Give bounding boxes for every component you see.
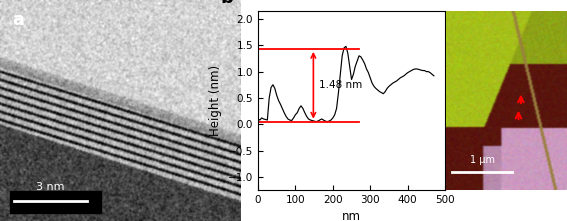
Y-axis label: Height (nm): Height (nm): [209, 65, 222, 136]
Bar: [10, 191, 101, 213]
Text: 1 μm: 1 μm: [469, 155, 494, 165]
Text: a: a: [12, 11, 24, 29]
Text: b: b: [221, 0, 234, 8]
X-axis label: nm: nm: [342, 210, 361, 221]
Text: 1.48 nm: 1.48 nm: [319, 80, 362, 90]
Text: 3 nm: 3 nm: [36, 182, 65, 192]
